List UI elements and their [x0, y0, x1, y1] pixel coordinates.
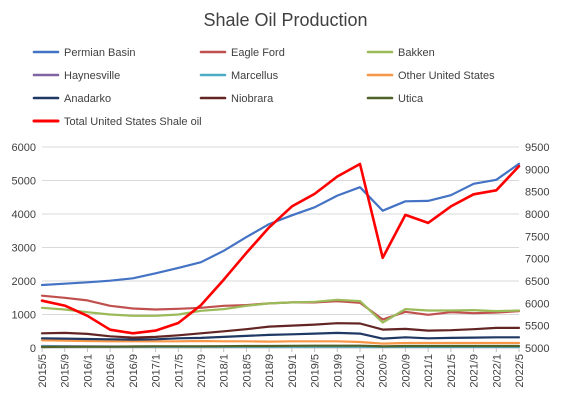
x-axis: 2015/5 2015/9 2016/1 2016/5 2016/9 2017/1 2017…: [37, 347, 526, 388]
x-tick-label: 2016/1: [82, 354, 94, 388]
series-line-anadarko: [40, 331, 521, 341]
x-tick-label: 2017/9: [196, 354, 208, 388]
y-left-tick-label: 0: [30, 343, 36, 355]
x-tick-label: 2019/1: [287, 354, 299, 388]
legend-label: Anadarko: [64, 93, 111, 105]
x-tick-label: 2019/9: [332, 354, 344, 388]
series-line-bakken: [40, 298, 521, 324]
y-right-tick-label: 5500: [525, 321, 549, 333]
legend-label: Eagle Ford: [231, 47, 285, 59]
series-line-permian-basin: [40, 162, 521, 287]
legend-label: Other United States: [398, 70, 495, 82]
x-tick-label: 2016/9: [128, 354, 140, 388]
series-line-eagle-ford: [40, 294, 521, 321]
x-tick-label: 2020/5: [378, 354, 390, 388]
x-tick-label: 2022/5: [514, 354, 526, 388]
legend-label: Niobrara: [231, 93, 274, 105]
x-tick-label: 2021/5: [446, 354, 458, 388]
y-right-tick-label: 7000: [525, 254, 549, 266]
x-tick-label: 2021/1: [423, 354, 435, 388]
y-right-tick-label: 6500: [525, 276, 549, 288]
series-line-other-united-states: [40, 339, 521, 345]
grid-layer: [42, 146, 519, 349]
x-tick-label: 2020/1: [355, 354, 367, 388]
chart-title: Shale Oil Production: [203, 10, 368, 30]
series-line-utica: [40, 344, 521, 349]
x-tick-label: 2019/5: [310, 354, 322, 388]
y-left-tick-label: 2000: [12, 276, 36, 288]
x-tick-label: 2016/5: [105, 354, 117, 388]
x-tick-label: 2020/9: [400, 354, 412, 388]
y-left-tick-label: 5000: [12, 176, 36, 188]
legend-label: Utica: [398, 93, 424, 105]
y-left-tick-label: 4000: [12, 209, 36, 221]
y-right-tick-label: 6000: [525, 298, 549, 310]
y-left-tick-label: 6000: [12, 142, 36, 154]
y-left-tick-label: 1000: [12, 310, 36, 322]
x-tick-label: 2018/1: [219, 354, 231, 388]
x-tick-label: 2018/9: [264, 354, 276, 388]
x-tick-label: 2015/9: [60, 354, 72, 388]
legend-label: Haynesville: [64, 70, 120, 82]
legend-label: Permian Basin: [64, 47, 136, 59]
series-layer: [40, 162, 521, 349]
y-right-tick-label: 8500: [525, 187, 549, 199]
x-tick-label: 2018/5: [241, 354, 253, 388]
legend-label: Total United States Shale oil: [64, 116, 202, 128]
legend: Permian Basin Eagle Ford Bakken Haynesville…: [32, 47, 495, 128]
y-axis-left: 0 1000 2000 3000 4000 5000 6000: [12, 142, 36, 355]
x-tick-label: 2017/1: [151, 354, 163, 388]
series-line-total-united-states-shale-oil: [40, 162, 521, 335]
legend-label: Marcellus: [231, 70, 279, 82]
legend-label: Bakken: [398, 47, 435, 59]
x-tick-label: 2015/5: [37, 354, 49, 388]
y-right-tick-label: 8000: [525, 209, 549, 221]
y-axis-right: 5000 5500 6000 6500 7000 7500 8000 8500 9000 9500: [525, 142, 549, 355]
y-right-tick-label: 5000: [525, 343, 549, 355]
y-left-tick-label: 3000: [12, 243, 36, 255]
y-right-tick-label: 7500: [525, 231, 549, 243]
y-right-tick-label: 9000: [525, 164, 549, 176]
x-tick-label: 2017/5: [173, 354, 185, 388]
series-line-niobrara: [40, 322, 521, 339]
y-right-tick-label: 9500: [525, 142, 549, 154]
x-tick-label: 2021/9: [469, 354, 481, 388]
x-tick-label: 2022/1: [491, 354, 503, 388]
